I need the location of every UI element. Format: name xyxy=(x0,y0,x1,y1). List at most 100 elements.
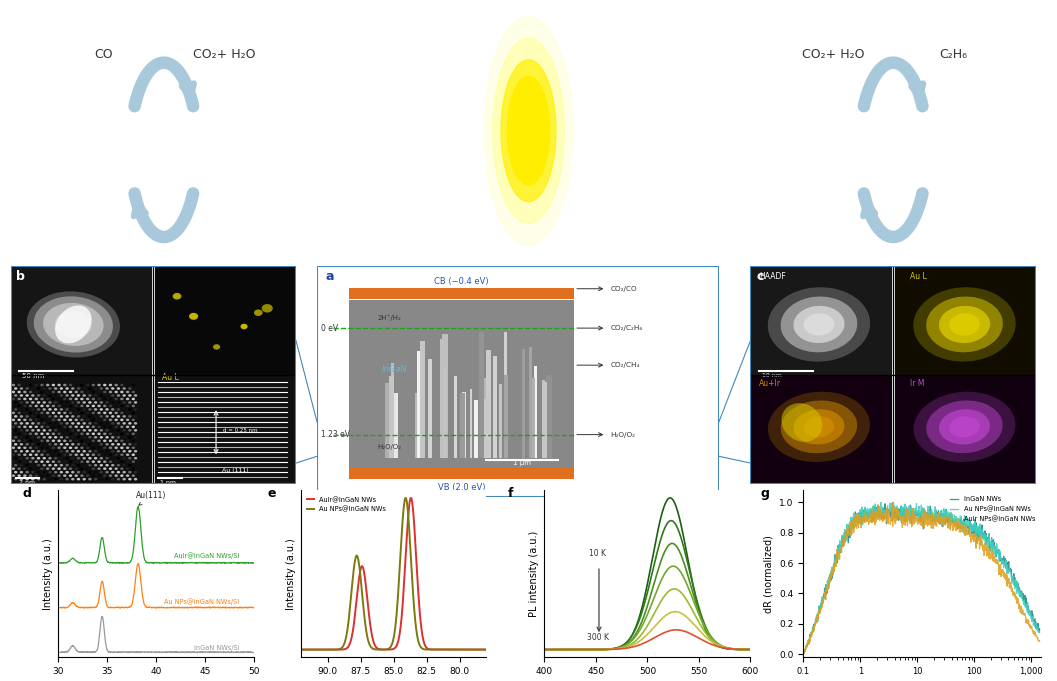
Circle shape xyxy=(71,436,74,439)
Ellipse shape xyxy=(913,392,1016,462)
Circle shape xyxy=(94,478,97,481)
InGaN NWs xyxy=(1000,562,1013,570)
AuIr@InGaN NWs xyxy=(480,646,493,654)
Circle shape xyxy=(54,408,57,411)
Circle shape xyxy=(54,394,57,397)
Circle shape xyxy=(52,391,55,394)
Bar xyxy=(499,384,502,458)
Line: InGaN NWs: InGaN NWs xyxy=(803,503,1040,654)
AuIr NPs@InGaN NWs xyxy=(946,526,959,535)
Circle shape xyxy=(126,398,129,400)
Circle shape xyxy=(31,443,35,445)
Circle shape xyxy=(88,422,92,425)
Circle shape xyxy=(92,432,95,435)
Circle shape xyxy=(59,415,63,417)
Circle shape xyxy=(82,422,86,425)
Circle shape xyxy=(49,457,52,460)
Circle shape xyxy=(31,415,35,417)
Circle shape xyxy=(59,394,63,397)
Ellipse shape xyxy=(949,313,980,336)
Circle shape xyxy=(52,411,55,414)
Circle shape xyxy=(25,436,29,439)
Circle shape xyxy=(63,454,67,456)
Circle shape xyxy=(54,422,57,425)
Circle shape xyxy=(29,383,33,386)
Circle shape xyxy=(69,398,72,400)
Circle shape xyxy=(99,450,103,453)
Y-axis label: Intensity (a.u.): Intensity (a.u.) xyxy=(42,538,53,609)
Circle shape xyxy=(57,460,61,463)
Circle shape xyxy=(74,432,78,435)
Circle shape xyxy=(54,443,57,445)
Circle shape xyxy=(86,467,90,470)
Circle shape xyxy=(126,432,129,435)
Circle shape xyxy=(106,443,109,445)
Circle shape xyxy=(31,387,35,390)
Circle shape xyxy=(114,405,118,407)
Circle shape xyxy=(59,429,63,432)
Circle shape xyxy=(71,387,74,390)
Circle shape xyxy=(66,464,69,466)
Circle shape xyxy=(57,391,61,394)
Circle shape xyxy=(254,309,262,316)
Circle shape xyxy=(74,405,78,407)
Circle shape xyxy=(12,439,15,442)
AuIr@InGaN NWs xyxy=(396,606,409,614)
Ellipse shape xyxy=(34,296,113,353)
Circle shape xyxy=(131,447,135,449)
Circle shape xyxy=(49,464,52,466)
Circle shape xyxy=(126,447,129,449)
Circle shape xyxy=(52,439,55,442)
Text: H₂O/O₂: H₂O/O₂ xyxy=(610,432,635,438)
Circle shape xyxy=(17,475,21,477)
Circle shape xyxy=(86,460,90,463)
Circle shape xyxy=(99,401,103,404)
Circle shape xyxy=(69,405,72,407)
Circle shape xyxy=(88,408,92,411)
Circle shape xyxy=(54,415,57,417)
Y-axis label: dR (normalized): dR (normalized) xyxy=(763,535,774,613)
Circle shape xyxy=(74,475,78,477)
Circle shape xyxy=(52,383,55,386)
Circle shape xyxy=(94,450,97,453)
Circle shape xyxy=(109,460,112,463)
Circle shape xyxy=(45,475,50,477)
Line: Au NPs@InGaN NWs: Au NPs@InGaN NWs xyxy=(301,498,486,650)
Text: AuIr@InGaN NWs/Si: AuIr@InGaN NWs/Si xyxy=(173,553,239,560)
Circle shape xyxy=(74,383,78,386)
Au NPs@InGaN NWs xyxy=(811,610,823,618)
Circle shape xyxy=(63,460,67,463)
Circle shape xyxy=(94,408,97,411)
Circle shape xyxy=(49,415,52,417)
Circle shape xyxy=(126,454,129,456)
Text: CO₂+ H₂O: CO₂+ H₂O xyxy=(801,48,865,61)
Circle shape xyxy=(126,405,129,407)
Circle shape xyxy=(97,439,100,442)
Bar xyxy=(453,376,458,458)
Circle shape xyxy=(109,467,112,470)
Circle shape xyxy=(262,304,273,313)
Circle shape xyxy=(123,457,126,460)
Circle shape xyxy=(52,419,55,421)
Circle shape xyxy=(54,436,57,439)
Bar xyxy=(416,351,421,458)
Circle shape xyxy=(103,460,107,463)
Circle shape xyxy=(99,478,103,481)
Circle shape xyxy=(82,429,86,432)
Circle shape xyxy=(25,394,29,397)
Circle shape xyxy=(12,391,15,394)
Text: Au (111): Au (111) xyxy=(222,468,248,473)
Circle shape xyxy=(77,471,80,473)
Circle shape xyxy=(59,436,63,439)
Circle shape xyxy=(86,475,90,477)
Circle shape xyxy=(12,454,15,456)
Circle shape xyxy=(59,457,63,460)
Circle shape xyxy=(114,426,118,428)
Circle shape xyxy=(57,405,61,407)
Circle shape xyxy=(71,478,74,481)
Text: CB (−0.4 eV): CB (−0.4 eV) xyxy=(434,277,489,286)
Circle shape xyxy=(86,432,90,435)
Circle shape xyxy=(14,387,17,390)
Circle shape xyxy=(120,467,124,470)
Circle shape xyxy=(40,383,43,386)
